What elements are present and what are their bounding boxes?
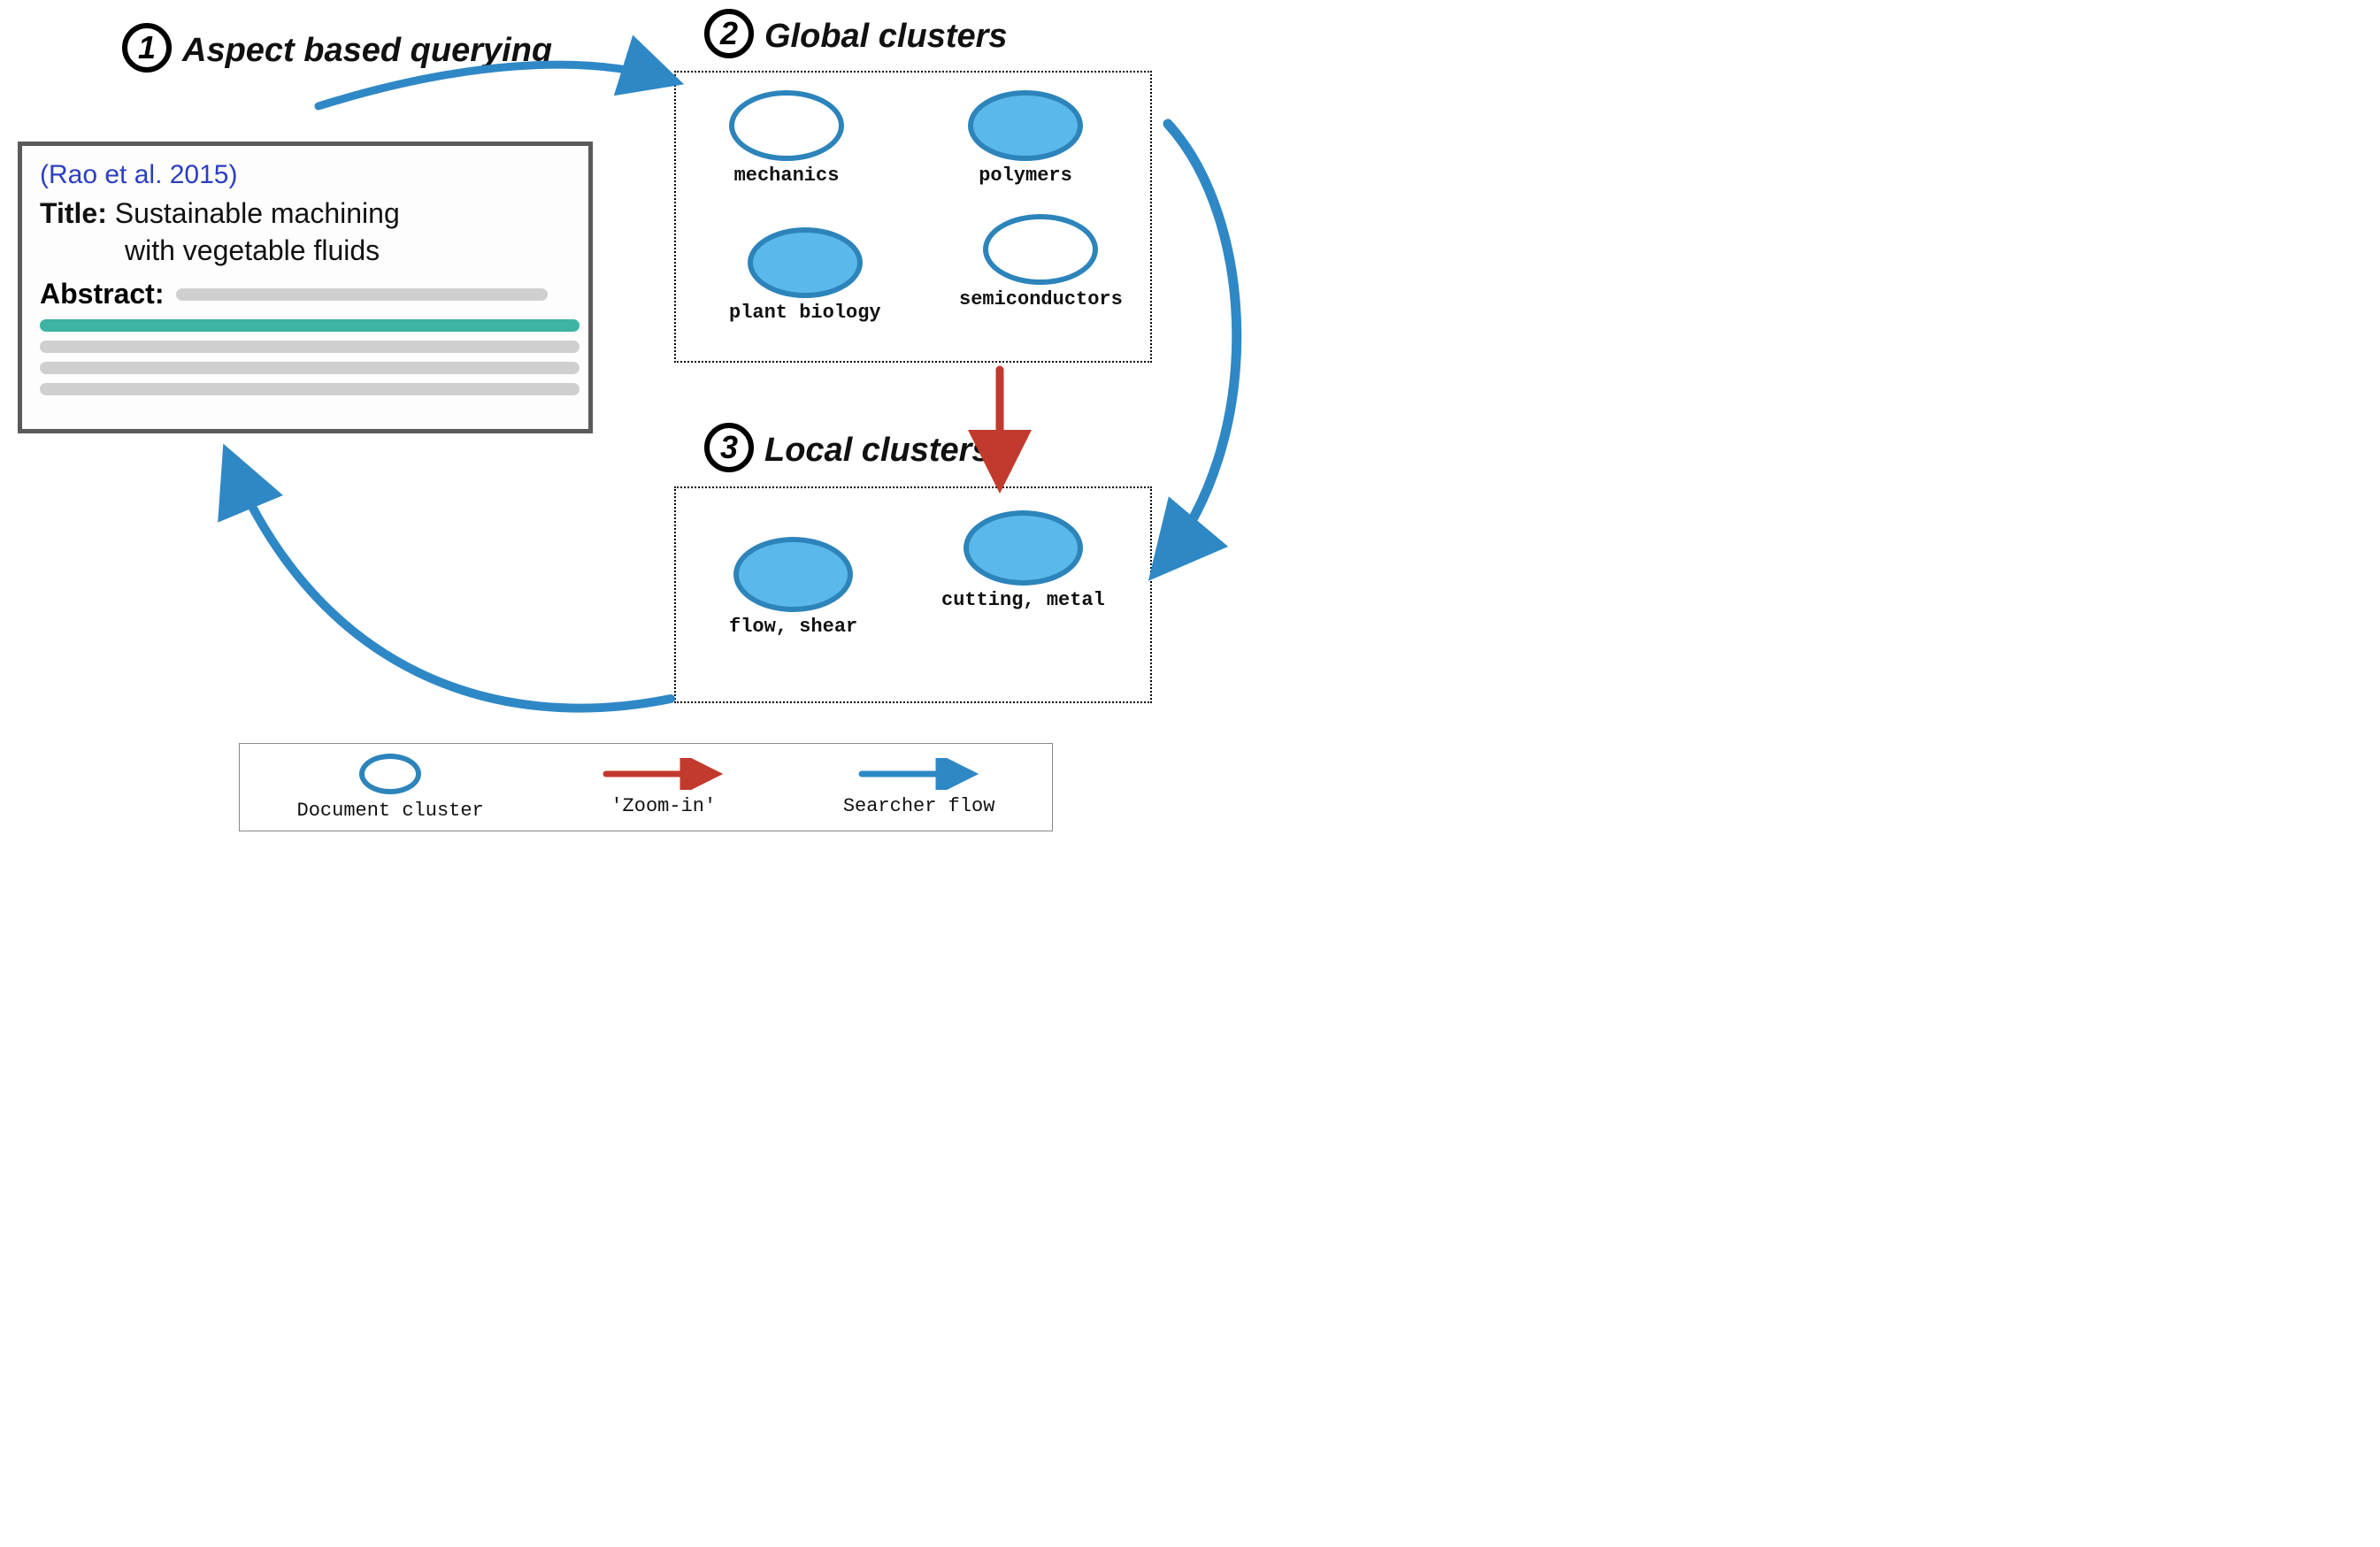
legend-red-arrow-icon [602, 758, 726, 790]
abstract-bar-teal [40, 319, 580, 332]
paper-title-text-2: with vegetable fluids [125, 234, 380, 266]
label-cutting-metal: cutting, metal [941, 589, 1105, 611]
step-2-label: Global clusters [764, 18, 1008, 56]
paper-title-line-1: Title: Sustainable machining [40, 195, 571, 233]
bubble-mechanics [729, 90, 844, 161]
arrow-searcher-flow-right-icon [1161, 124, 1237, 566]
step-2-badge: 2 [704, 9, 754, 58]
paper-title-line-2: with vegetable fluids [40, 233, 571, 270]
cluster-mechanics: mechanics [729, 90, 844, 187]
label-polymers: polymers [979, 165, 1072, 187]
global-clusters-box: mechanics polymers plant biology semicon… [674, 71, 1152, 363]
cluster-polymers: polymers [968, 90, 1083, 187]
legend-label-cluster: Document cluster [297, 800, 484, 822]
legend-bubble-icon [359, 754, 421, 794]
arrow-searcher-flow-top-icon [319, 65, 669, 106]
step-3-number: 3 [720, 429, 738, 466]
legend-item-flow: Searcher flow [843, 758, 995, 817]
step-3-label: Local clusters [764, 432, 991, 470]
paper-title-label: Title: [40, 197, 107, 229]
cluster-cutting-metal: cutting, metal [941, 510, 1105, 611]
bubble-polymers [968, 90, 1083, 161]
legend: Document cluster 'Zoom-in' [239, 743, 1053, 831]
arrow-searcher-flow-back-icon [230, 460, 671, 708]
abstract-bar-gray-1 [176, 288, 548, 301]
step-1-number: 1 [138, 29, 156, 66]
step-1-label: Aspect based querying [182, 32, 552, 70]
paper-citation: (Rao et al. 2015) [40, 160, 571, 190]
legend-item-cluster: Document cluster [297, 754, 484, 822]
bubble-cutting-metal [964, 510, 1083, 586]
step-2-number: 2 [720, 15, 738, 52]
paper-abstract-label: Abstract: [40, 278, 164, 310]
legend-label-zoom: 'Zoom-in' [610, 795, 716, 817]
abstract-bar-gray-4 [40, 383, 580, 395]
abstract-bar-gray-3 [40, 362, 580, 374]
label-flow-shear: flow, shear [729, 616, 857, 638]
step-1-badge: 1 [122, 23, 172, 73]
abstract-bar-gray-2 [40, 341, 580, 353]
paper-card: (Rao et al. 2015) Title: Sustainable mac… [18, 142, 593, 433]
label-mechanics: mechanics [734, 165, 840, 187]
bubble-plant-biology [748, 227, 863, 298]
bubble-flow-shear [733, 537, 853, 612]
cluster-plant-biology: plant biology [729, 227, 881, 324]
legend-item-zoom: 'Zoom-in' [602, 758, 726, 817]
cluster-flow-shear: flow, shear [729, 537, 857, 638]
label-plant-biology: plant biology [729, 302, 881, 324]
legend-blue-arrow-icon [857, 758, 981, 790]
cluster-semiconductors: semiconductors [959, 214, 1123, 310]
diagram-stage: 1 Aspect based querying 2 Global cluster… [0, 0, 1297, 843]
step-3-badge: 3 [704, 423, 754, 472]
bubble-semiconductors [983, 214, 1098, 285]
local-clusters-box: flow, shear cutting, metal [674, 486, 1152, 703]
label-semiconductors: semiconductors [959, 288, 1123, 310]
paper-title-text-1: Sustainable machining [115, 197, 400, 229]
legend-label-flow: Searcher flow [843, 795, 995, 817]
